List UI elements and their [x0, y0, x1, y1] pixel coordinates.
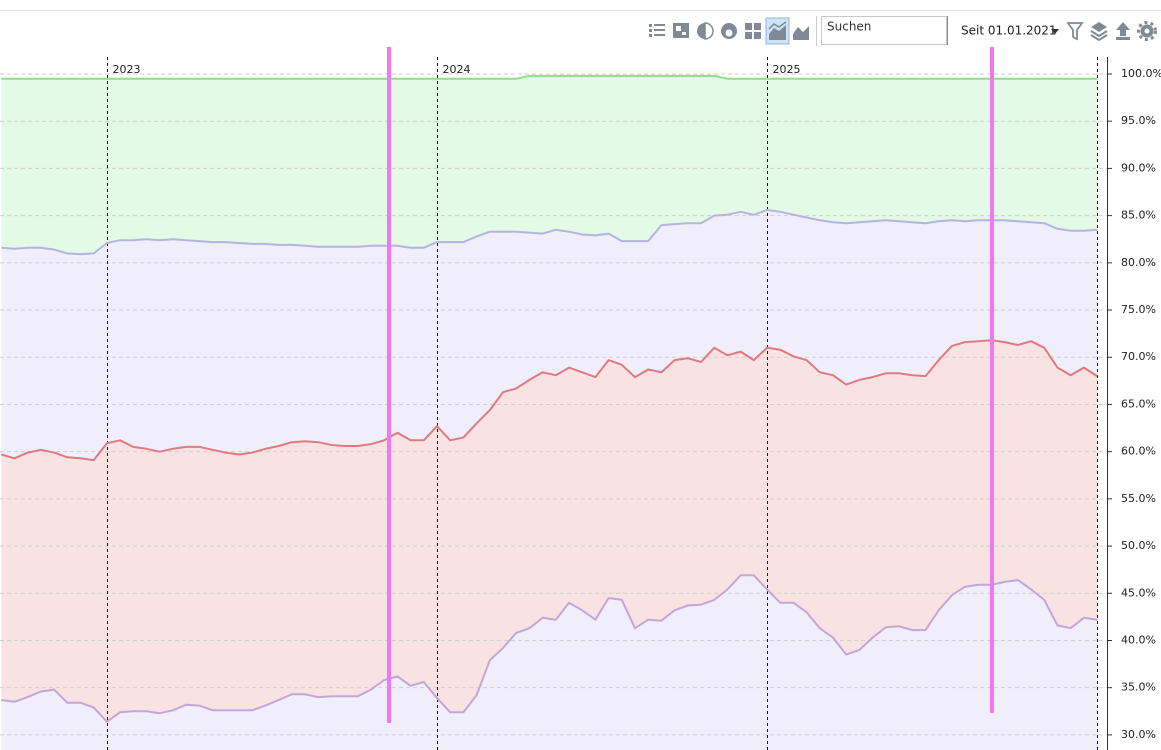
y-tick-label: 70.0%	[1121, 350, 1156, 363]
dropdown-arrow[interactable]	[1051, 29, 1059, 34]
treemap-button[interactable]	[673, 23, 689, 38]
export-button[interactable]	[1116, 22, 1130, 40]
plot: 30.0% 35.0% 40.0% 45.0% 50.0% 55.0% 60.0% 65.0%…	[0, 57, 1161, 750]
marker-bar	[990, 47, 994, 713]
area-fill	[1, 340, 1098, 722]
pie-button[interactable]	[697, 22, 714, 40]
series-line	[1, 209, 1098, 256]
tiles-button[interactable]	[745, 23, 761, 39]
x-tick-label: 2024	[443, 63, 471, 76]
y-tick-label: 80.0%	[1121, 256, 1156, 269]
area-fill	[1, 575, 1098, 750]
x-tick-label: 2023	[113, 63, 141, 76]
y-tick-label: 85.0%	[1121, 209, 1156, 222]
y-tick-label: 35.0%	[1121, 681, 1156, 694]
filter-button[interactable]	[1066, 22, 1084, 41]
list-view-button[interactable]	[649, 24, 665, 37]
layers-button[interactable]	[1090, 22, 1108, 42]
area-fill	[1, 209, 1098, 461]
series-line	[1, 339, 1098, 462]
period-select[interactable]: Seit 01.01.2021	[961, 24, 1057, 38]
y-tick-label: 50.0%	[1121, 539, 1156, 552]
y-tick-label: 65.0%	[1121, 397, 1156, 410]
y-tick-label: 90.0%	[1121, 161, 1156, 174]
y-tick-label: 55.0%	[1121, 492, 1156, 505]
settings-button[interactable]	[1137, 21, 1157, 41]
marker-bar	[387, 47, 391, 723]
y-tick-label: 95.0%	[1121, 114, 1156, 127]
search-placeholder: Suchen	[827, 20, 871, 34]
y-tick-label: 40.0%	[1121, 633, 1156, 646]
y-tick-label: 75.0%	[1121, 303, 1156, 316]
y-tick-label: 100.0%	[1121, 67, 1161, 80]
donut-button[interactable]	[721, 23, 737, 39]
series-line	[1, 574, 1098, 723]
y-tick-label: 60.0%	[1121, 445, 1156, 458]
search-box[interactable]	[821, 16, 947, 45]
area-icon-line	[768, 21, 787, 30]
area-icon	[769, 25, 786, 40]
series-line	[1, 74, 1098, 80]
y-tick-label: 45.0%	[1121, 586, 1156, 599]
stacked-area-button[interactable]	[793, 26, 809, 40]
x-tick-label: 2025	[773, 63, 801, 76]
toolbar: Suchen Seit 01.01.2021	[649, 16, 1157, 46]
y-tick-label: 30.0%	[1121, 728, 1156, 741]
area-fill	[1, 75, 1098, 255]
